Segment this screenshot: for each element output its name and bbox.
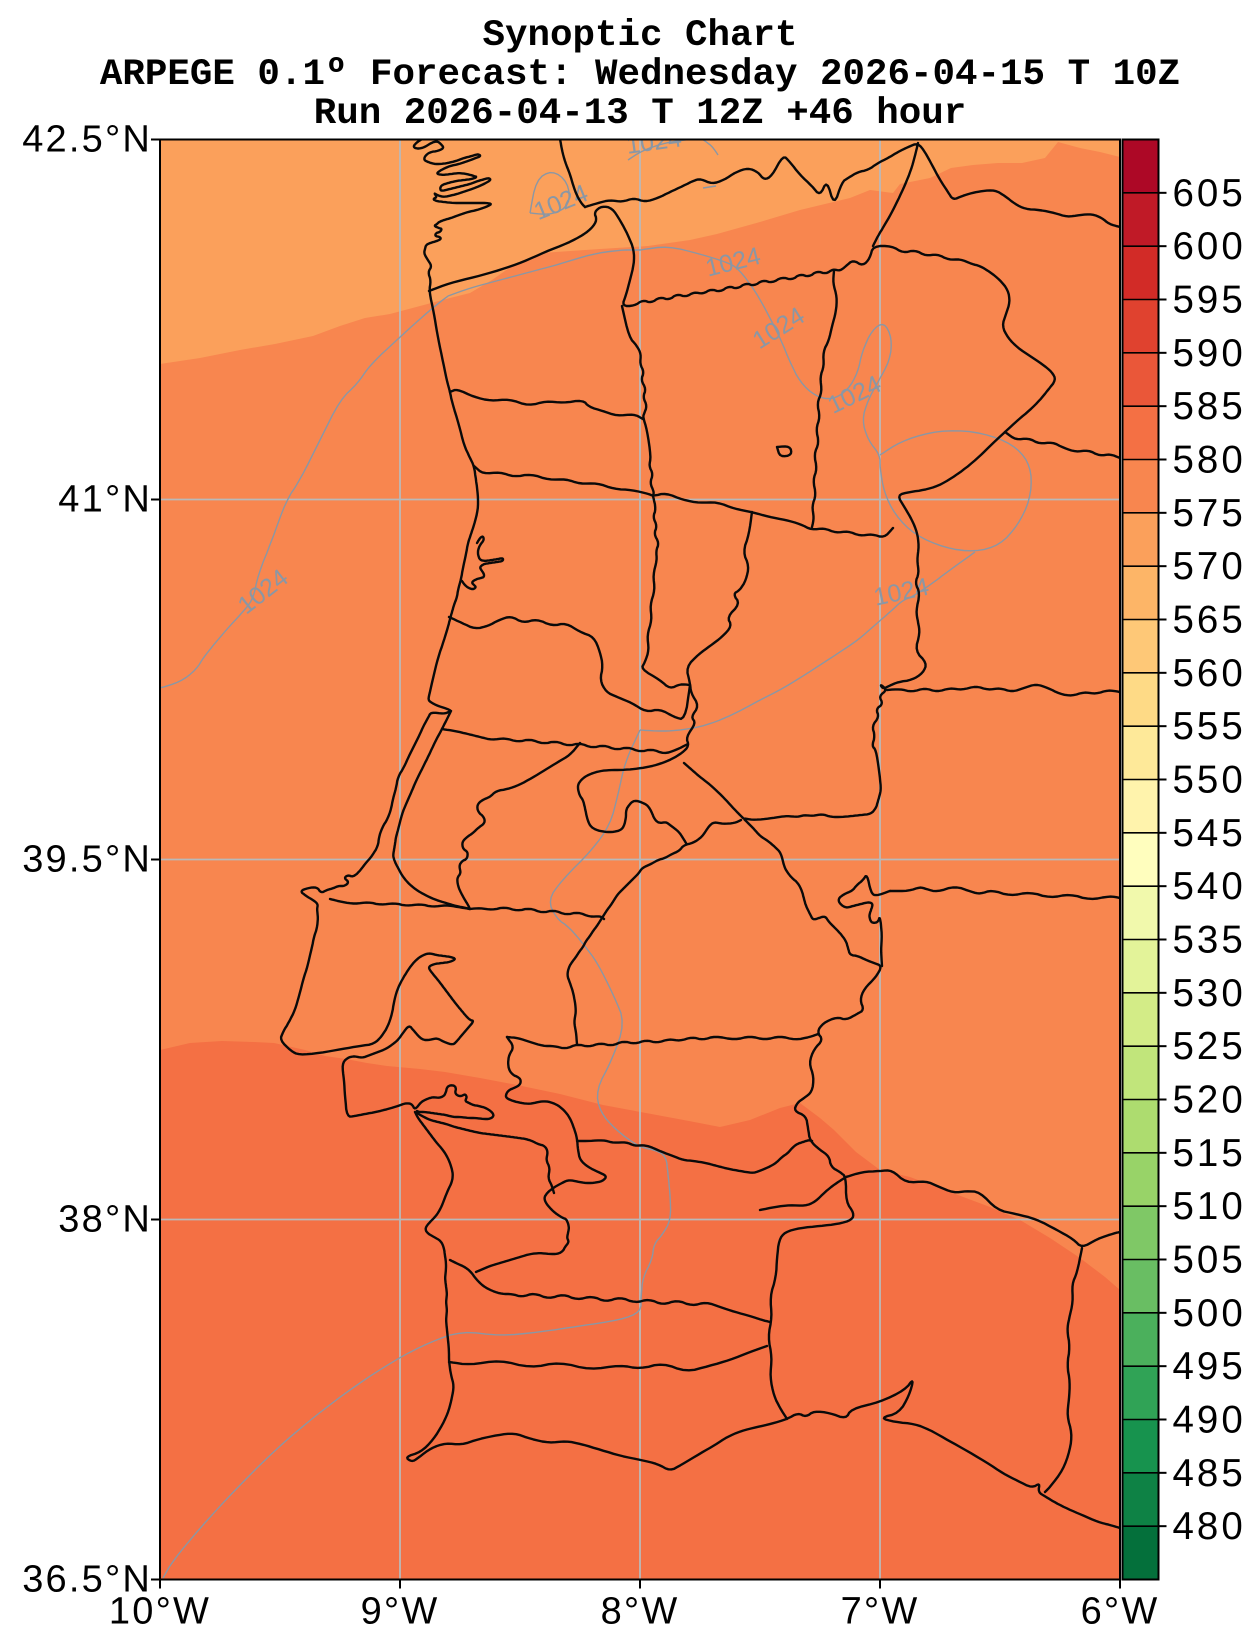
svg-text:Run 2026-04-13 T 12Z +46 hour: Run 2026-04-13 T 12Z +46 hour <box>314 93 967 135</box>
svg-text:505: 505 <box>1173 1239 1246 1282</box>
svg-text:525: 525 <box>1173 1025 1246 1068</box>
svg-text:10°W: 10°W <box>109 1591 211 1633</box>
svg-text:Synoptic Chart: Synoptic Chart <box>482 15 797 57</box>
svg-text:585: 585 <box>1173 385 1246 428</box>
svg-text:39.5°N: 39.5°N <box>22 839 152 881</box>
svg-text:490: 490 <box>1173 1399 1246 1442</box>
svg-text:500: 500 <box>1173 1292 1246 1335</box>
svg-text:9°W: 9°W <box>361 1591 440 1633</box>
svg-text:495: 495 <box>1173 1345 1246 1388</box>
svg-text:565: 565 <box>1173 599 1246 642</box>
svg-text:36.5°N: 36.5°N <box>22 1559 152 1601</box>
svg-text:480: 480 <box>1173 1505 1246 1548</box>
svg-text:485: 485 <box>1173 1452 1246 1495</box>
svg-text:540: 540 <box>1173 865 1246 908</box>
svg-text:590: 590 <box>1173 332 1246 375</box>
svg-text:600: 600 <box>1173 225 1246 268</box>
svg-text:535: 535 <box>1173 919 1246 962</box>
svg-text:560: 560 <box>1173 652 1246 695</box>
svg-text:41°N: 41°N <box>58 479 152 521</box>
svg-text:ARPEGE 0.1º Forecast: Wednesda: ARPEGE 0.1º Forecast: Wednesday 2026-04-… <box>100 54 1180 96</box>
svg-text:38°N: 38°N <box>58 1199 152 1241</box>
svg-text:520: 520 <box>1173 1079 1246 1122</box>
svg-text:530: 530 <box>1173 972 1246 1015</box>
svg-text:515: 515 <box>1173 1132 1246 1175</box>
svg-text:6°W: 6°W <box>1081 1591 1160 1633</box>
svg-text:7°W: 7°W <box>841 1591 920 1633</box>
svg-text:8°W: 8°W <box>601 1591 680 1633</box>
svg-text:510: 510 <box>1173 1185 1246 1228</box>
svg-text:605: 605 <box>1173 172 1246 215</box>
svg-text:570: 570 <box>1173 545 1246 588</box>
svg-text:555: 555 <box>1173 705 1246 748</box>
svg-text:42.5°N: 42.5°N <box>22 119 152 161</box>
svg-text:580: 580 <box>1173 439 1246 482</box>
svg-text:545: 545 <box>1173 812 1246 855</box>
svg-text:575: 575 <box>1173 492 1246 535</box>
svg-text:595: 595 <box>1173 279 1246 322</box>
svg-text:550: 550 <box>1173 759 1246 802</box>
